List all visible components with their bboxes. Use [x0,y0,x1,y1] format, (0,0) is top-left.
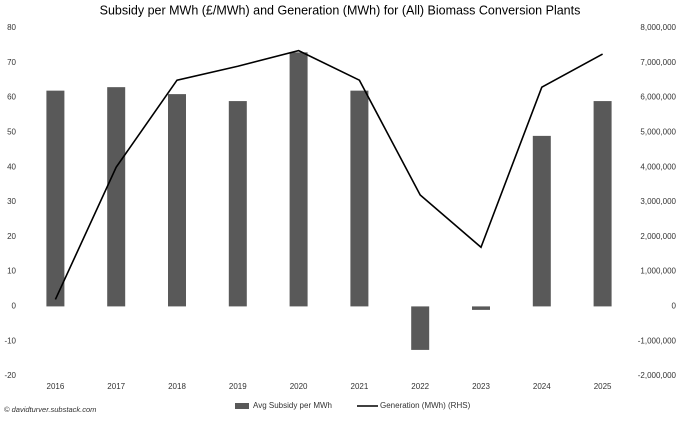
x-tick-label: 2017 [107,382,125,391]
bar [532,135,551,307]
x-tick-label: 2025 [594,382,612,391]
line [54,49,603,300]
bar [46,90,65,307]
x-tick-label: 2023 [472,382,490,391]
bar [411,306,430,350]
x-tick-label: 2024 [533,382,551,391]
x-tick-label: 2016 [47,382,65,391]
y-tick-label: 10 [7,267,16,276]
bar [107,87,126,307]
bar [593,101,612,307]
y2-tick-label: -2,000,000 [638,371,677,380]
y-tick-label: 20 [7,232,16,241]
y-tick-label: 80 [7,23,16,32]
y2-tick-label: 7,000,000 [640,58,676,67]
x-tick-label: 2019 [229,382,247,391]
x-tick-label: 2022 [411,382,429,391]
y2-tick-label: 2,000,000 [640,232,676,241]
y-tick-label: -20 [4,371,16,380]
bar [472,306,490,310]
legend-label: Generation (MWh) (RHS) [380,401,471,410]
y2-tick-label: 0 [672,302,677,311]
bar [168,94,186,307]
y-tick-label: -10 [4,336,16,345]
y2-tick-label: -1,000,000 [638,336,677,345]
source: © davidturver.substack.com [4,405,96,414]
chart-title: Subsidy per MWh (£/MWh) and Generation (… [100,3,581,17]
bar [350,90,369,307]
y-tick-label: 60 [7,93,16,102]
x-tick-label: 2018 [168,382,186,391]
y2-tick-label: 6,000,000 [640,93,676,102]
legend-label: Avg Subsidy per MWh [253,401,332,410]
y2-tick-label: 4,000,000 [640,162,676,171]
y2-tick-label: 3,000,000 [640,197,676,206]
x-tick-label: 2020 [290,382,308,391]
bar [228,101,247,307]
y-tick-label: 70 [7,58,16,67]
y-tick-label: 40 [7,162,16,171]
y-tick-label: 30 [7,197,16,206]
y2-tick-label: 8,000,000 [640,23,676,32]
x-tick-label: 2021 [351,382,369,391]
bar [289,52,308,307]
legend-swatch [235,403,249,409]
y2-tick-label: 5,000,000 [640,128,676,137]
y-tick-label: 50 [7,128,16,137]
y-tick-label: 0 [12,302,17,311]
y2-tick-label: 1,000,000 [640,267,676,276]
